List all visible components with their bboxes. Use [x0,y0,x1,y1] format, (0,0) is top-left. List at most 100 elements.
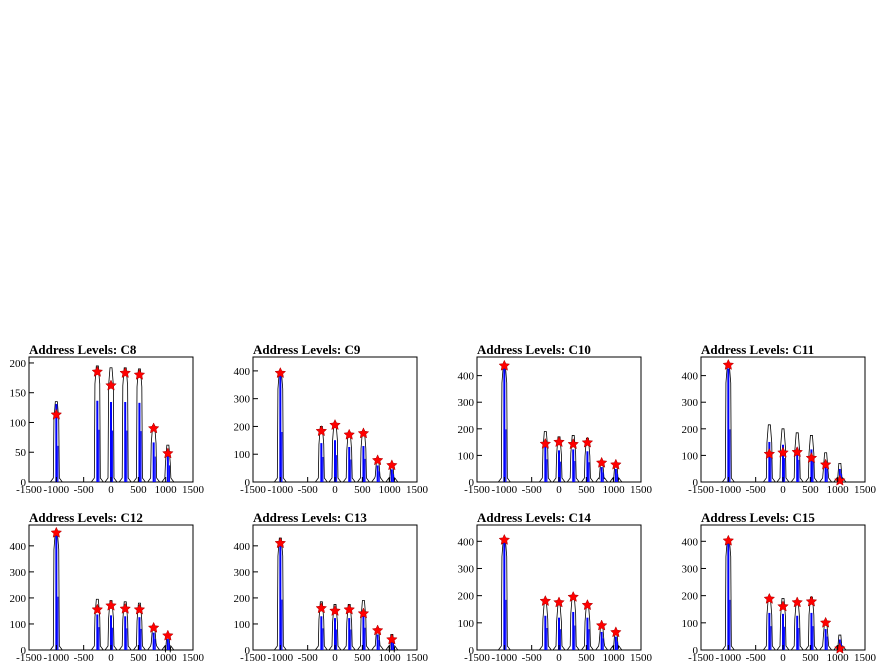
histogram-spike [376,465,379,482]
histogram-spike-outline [328,604,342,651]
histogram-spike-outline [50,401,63,483]
histogram-spike [110,615,112,650]
x-tick-label: -500 [298,652,319,664]
histogram-spike [96,614,99,650]
x-tick-label: 500 [802,652,819,664]
y-tick-label: 200 [458,424,475,436]
peak-marker [162,447,174,459]
histogram-spike [166,639,169,650]
peak-marker [119,366,132,379]
x-tick-label: 1500 [854,484,877,496]
x-tick-label: 1500 [406,484,429,496]
peak-marker [133,368,146,380]
y-tick-label: 200 [682,591,699,603]
histogram-spike-outline [91,598,104,651]
histogram-spike [796,447,799,482]
histogram-spike [138,617,141,650]
y-tick-label: 150 [10,388,27,400]
chart-title: Address Levels: C9 [253,342,361,357]
chart-title: Address Levels: C10 [477,342,591,357]
peak-marker [610,626,622,638]
x-tick-label: 500 [130,484,147,496]
x-tick-label: 1500 [630,484,653,496]
x-tick-label: -1500 [240,484,266,496]
histogram-spike [727,541,730,650]
y-tick-label: 0 [693,645,699,657]
x-tick-label: 1500 [630,652,653,664]
x-tick-label: -500 [522,484,543,496]
x-tick-label: -1500 [464,484,490,496]
peak-marker [567,438,580,450]
histogram-spike [600,467,603,482]
histogram-spike [320,616,323,650]
peak-marker [498,533,511,545]
x-tick-label: -1000 [715,652,741,664]
x-tick-label: -500 [522,652,543,664]
y-tick-label: 100 [682,618,699,630]
y-tick-label: 400 [682,371,699,383]
histogram-spike [600,631,603,650]
peak-marker [162,629,174,641]
x-tick-label: -1000 [43,652,69,664]
chart-title: Address Levels: C8 [29,342,137,357]
x-tick-label: 1000 [379,484,402,496]
histogram-spike [614,468,617,482]
histogram-spike [348,618,351,650]
y-tick-label: 100 [458,618,475,630]
x-tick-label: 500 [578,484,595,496]
y-tick-label: 300 [682,563,699,575]
histogram-spike [96,400,99,482]
histogram-spike [614,636,617,650]
chart-title: Address Levels: C11 [701,342,814,357]
chart-panel-5: Address Levels: C12 0 100 200 300 400 -1500 -10… [10,510,205,664]
histogram-spike-outline [790,432,804,483]
peak-marker [329,418,341,431]
chart-panel-1: Address Levels: C8 0 50 100 150 200 -1500 -1000… [10,342,205,496]
x-tick-label: -500 [746,484,767,496]
histogram-spike [782,444,784,482]
y-tick-label: 300 [458,397,475,409]
histogram-spike-outline [133,602,146,651]
y-tick-label: 0 [245,477,251,489]
histogram-spike [334,440,336,482]
y-tick-label: 0 [693,477,699,489]
histogram-spike-outline [539,431,552,483]
histogram-spike [824,629,827,650]
peak-marker [567,590,580,602]
x-tick-label: 1500 [182,652,205,664]
histogram-spike [110,402,112,482]
x-tick-label: 1500 [406,652,429,664]
x-tick-label: -1000 [491,484,517,496]
y-tick-label: 400 [10,541,27,553]
chart-title: Address Levels: C15 [701,510,815,525]
peak-marker [722,358,735,370]
chart-panel-3: Address Levels: C10 0 100 200 300 400 -1500 -10… [458,342,653,496]
peak-marker [539,437,552,449]
x-tick-label: 1500 [182,484,205,496]
y-tick-label: 50 [15,447,27,459]
y-tick-label: 100 [234,619,251,631]
x-tick-label: 1500 [854,652,877,664]
peak-marker [50,526,63,538]
histogram-spike-outline [161,444,175,483]
x-tick-label: -1000 [715,484,741,496]
histogram-spike-outline [357,600,370,651]
histogram-spike [586,617,589,650]
x-tick-label: -1000 [43,484,69,496]
x-tick-label: -1500 [464,652,490,664]
peak-marker [722,534,735,546]
histogram-spike [782,613,784,650]
peak-marker [553,596,565,608]
peak-marker [386,633,398,645]
peak-marker [357,427,370,439]
histogram-spike [279,541,282,650]
histogram-spike [152,442,155,482]
histogram-spike-outline [315,601,328,651]
peak-marker [119,602,132,614]
x-tick-label: 500 [578,652,595,664]
histogram-spike [390,469,393,482]
x-tick-label: 0 [332,484,338,496]
y-tick-label: 0 [21,645,27,657]
histogram-spike [55,535,58,650]
